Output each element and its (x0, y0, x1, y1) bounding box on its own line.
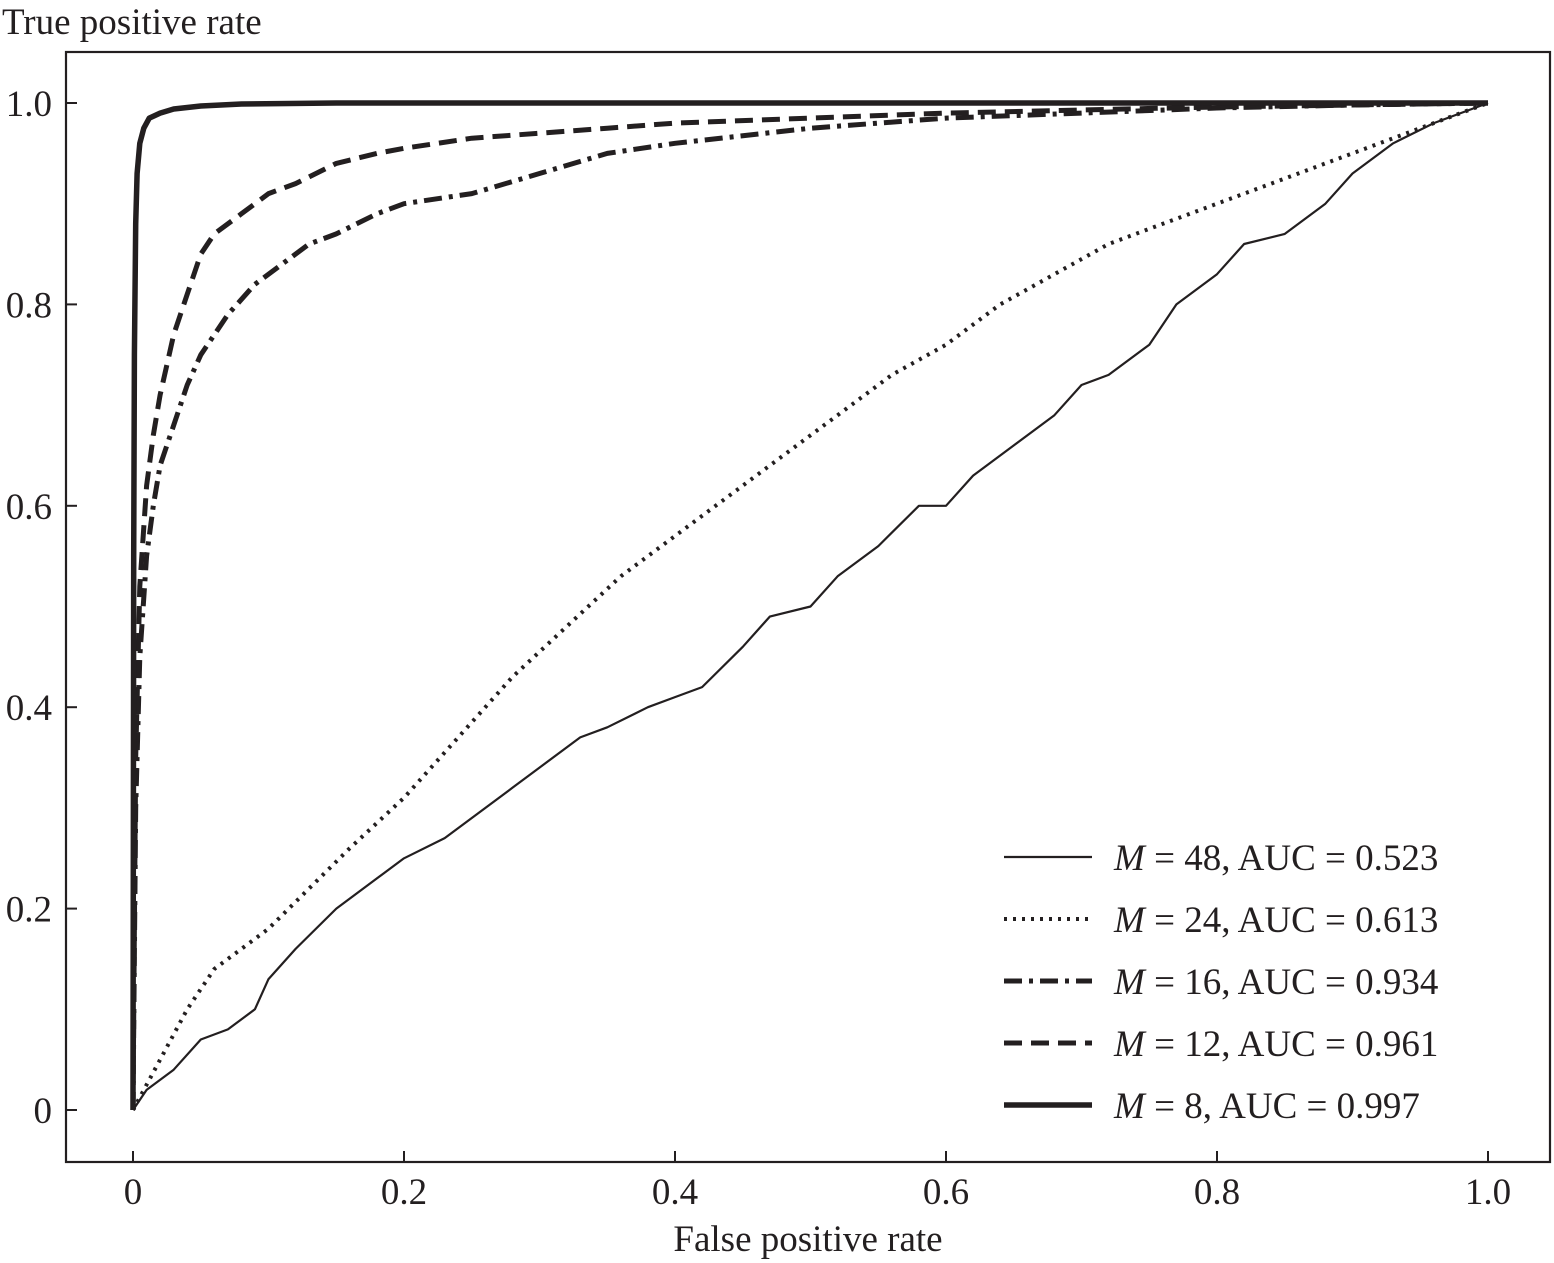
y-tick-label: 0 (34, 1091, 53, 1132)
x-tick-label: 0.4 (652, 1172, 698, 1213)
legend-label-4: M = 8, AUC = 0.997 (1113, 1086, 1420, 1127)
y-tick-label: 0.8 (6, 285, 52, 326)
x-tick-label: 0 (124, 1172, 143, 1213)
legend-label-0: M = 48, AUC = 0.523 (1113, 838, 1438, 879)
x-tick-label: 0.2 (381, 1172, 427, 1213)
x-tick-label: 0.8 (1194, 1172, 1240, 1213)
legend-text-4: = 8, AUC = 0.997 (1145, 1086, 1420, 1127)
series-line-4 (130, 100, 1488, 1111)
series-line-0 (132, 101, 1489, 1111)
axis-ticks: 0 0.2 0.4 0.6 0.8 1.0 0 0.2 0.4 0.6 0.8 1.0 (6, 84, 1511, 1213)
plot-frame (64, 50, 1552, 1164)
series-curves (130, 100, 1489, 1111)
legend-text-3: = 12, AUC = 0.961 (1145, 1024, 1439, 1065)
y-tick-label: 0.6 (6, 487, 52, 528)
legend-var-3: M (1113, 1024, 1147, 1065)
y-tick-label: 0.4 (6, 688, 52, 729)
x-axis-title: False positive rate (673, 1219, 942, 1260)
series-line-2 (130, 100, 1489, 1111)
y-axis-title: True positive rate (2, 2, 262, 43)
y-tick-label: 1.0 (6, 84, 52, 125)
y-tick-label: 0.2 (6, 890, 52, 931)
legend-label-3: M = 12, AUC = 0.961 (1113, 1024, 1438, 1065)
legend-var-1: M (1113, 900, 1147, 941)
legend-text-2: = 16, AUC = 0.934 (1145, 962, 1439, 1003)
legend-text-0: = 48, AUC = 0.523 (1145, 838, 1439, 879)
x-tick-label: 1.0 (1465, 1172, 1511, 1213)
legend-label-2: M = 16, AUC = 0.934 (1113, 962, 1438, 1003)
x-tick-label: 0.6 (923, 1172, 969, 1213)
legend-var-4: M (1113, 1086, 1147, 1127)
series-line-3 (130, 100, 1489, 1111)
legend-var-0: M (1113, 838, 1147, 879)
legend-var-2: M (1113, 962, 1147, 1003)
legend-text-1: = 24, AUC = 0.613 (1145, 900, 1439, 941)
legend-label-1: M = 24, AUC = 0.613 (1113, 900, 1438, 941)
